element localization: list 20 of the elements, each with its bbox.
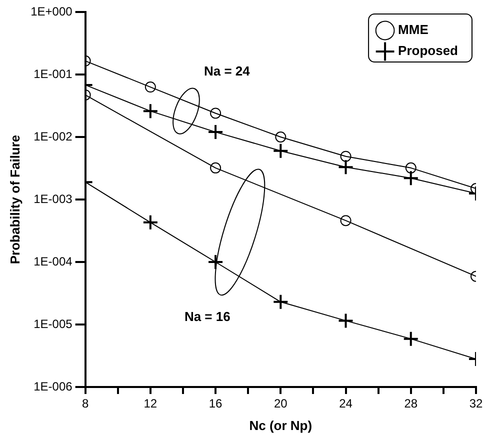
x-axis-title: Nc (or Np) — [249, 418, 312, 433]
x-tick-label: 24 — [339, 396, 353, 411]
y-tick-label: 1E+000 — [30, 4, 73, 18]
y-tick-label: 1E-005 — [34, 316, 73, 331]
x-tick-label: 28 — [404, 396, 418, 411]
annotation: Na = 16 — [184, 308, 230, 324]
y-tick-label: 1E-001 — [34, 66, 73, 81]
annotation: Na = 24 — [204, 63, 251, 78]
y-tick-label: 1E-004 — [34, 254, 73, 268]
x-tick-label: 16 — [208, 396, 223, 411]
y-tick-label: 1E-003 — [34, 192, 73, 206]
legend-label: MME — [398, 22, 429, 38]
x-tick-label: 32 — [469, 396, 483, 411]
y-tick-label: 1E-002 — [34, 129, 73, 144]
x-tick-label: 12 — [144, 396, 158, 411]
y-tick-label: 1E-006 — [34, 379, 73, 394]
legend-label: Proposed — [398, 43, 458, 58]
y-axis-title: Probability of Failure — [7, 134, 22, 264]
x-tick-label: 20 — [274, 396, 288, 411]
x-tick-label: 8 — [82, 396, 89, 411]
